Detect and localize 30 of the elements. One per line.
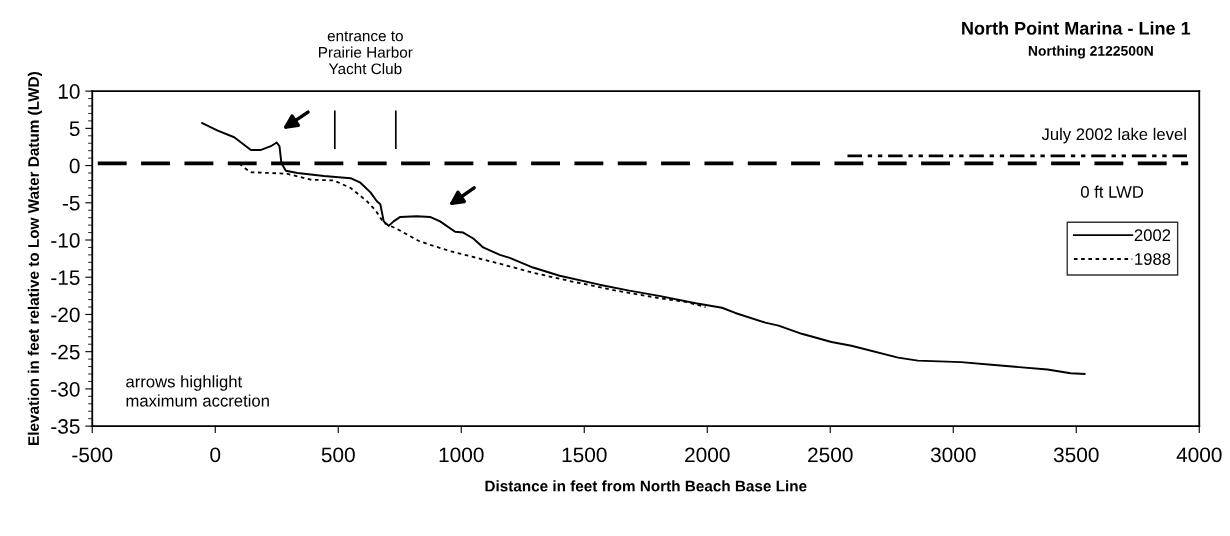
x-axis-title: Distance in feet from North Beach Base Line: [485, 480, 807, 492]
text: entrance to Prairie Harbor Yacht Club: [319, 31, 413, 75]
x-tick-label: 500: [321, 447, 355, 463]
x-tick-label: 0: [210, 447, 221, 463]
x-tick-label: 2000: [685, 447, 730, 463]
chart-title: North Point Marina - Line 1: [962, 21, 1191, 35]
y-tick-label: 0: [69, 158, 80, 174]
x-tick-label: 3500: [1053, 447, 1099, 463]
y-tick-label: -15: [51, 270, 80, 285]
y-tick-label: -5: [62, 196, 80, 211]
y-tick-label: -25: [51, 344, 80, 360]
y-tick-label: -10: [51, 233, 80, 248]
y-tick-label: -35: [51, 419, 80, 434]
x-tick-label: 3000: [930, 447, 976, 463]
ref-line-label: 0 ft LWD: [1080, 185, 1144, 198]
x-tick-label: 1000: [439, 447, 484, 463]
y-tick-label: -20: [51, 307, 80, 323]
x-tick-label: -500: [72, 447, 113, 463]
annotation: July 2002 lake level: [1041, 127, 1186, 144]
x-tick-label: 1500: [562, 447, 607, 463]
y-axis-title: Elevation in feet relative to Low Water Datum (LWD): [27, 72, 42, 445]
y-tick-label: -30: [51, 381, 80, 397]
y-tick-label: 5: [69, 121, 80, 137]
x-tick-label: 2500: [808, 447, 853, 463]
chart-subtitle: Northing 2122500N: [1028, 45, 1153, 59]
legend-label: 1988: [1135, 253, 1171, 265]
y-tick-label: 10: [58, 84, 80, 99]
annotation: arrows highlight maximum accretion: [126, 375, 269, 407]
legend-label: 2002: [1134, 229, 1171, 242]
x-tick-label: 4000: [1176, 447, 1222, 463]
